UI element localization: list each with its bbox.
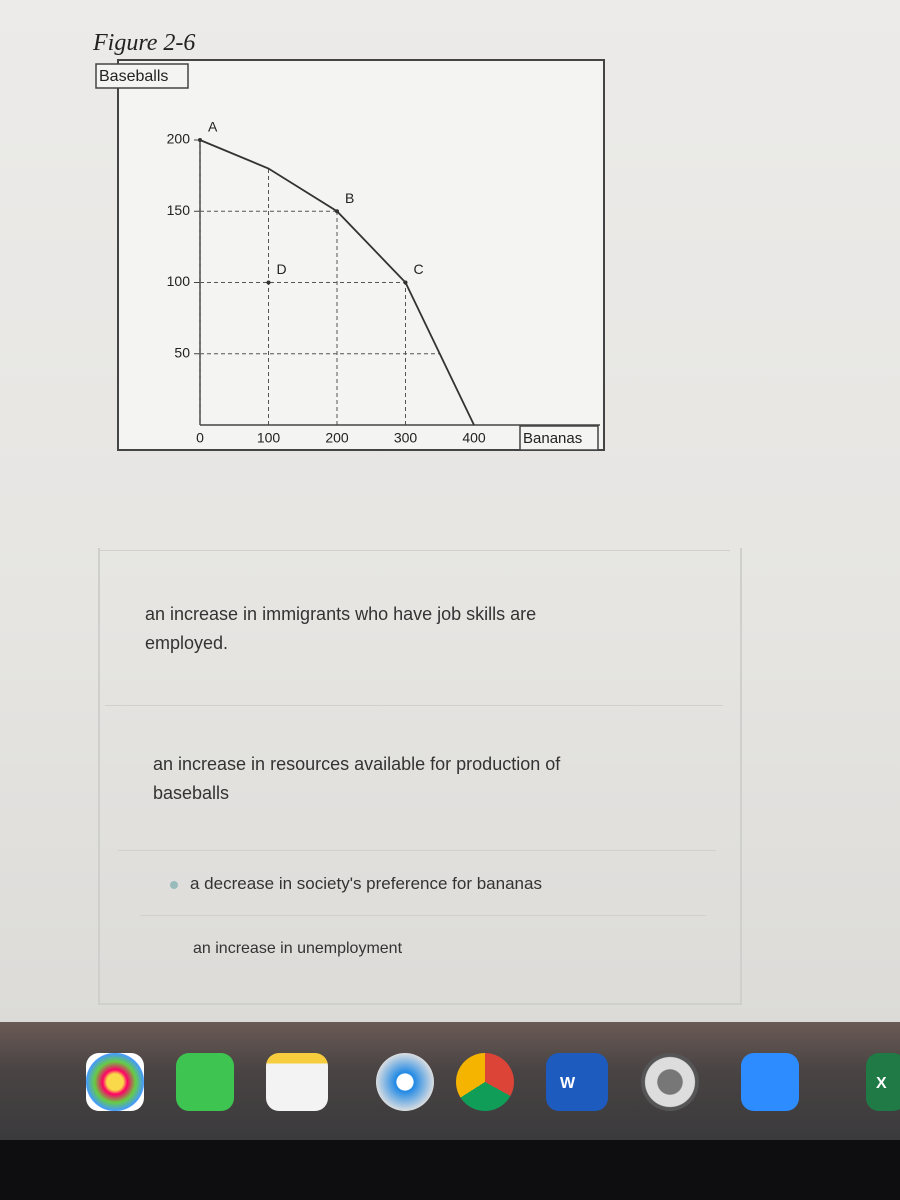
notes-icon[interactable]: [266, 1053, 328, 1111]
point: [403, 280, 408, 285]
separator: [118, 850, 716, 851]
excel-icon[interactable]: [866, 1053, 900, 1111]
y-label-box: [95, 63, 189, 89]
y-tick-label: 50: [174, 344, 190, 360]
selected-radio[interactable]: [170, 881, 178, 889]
x-tick-label: 200: [325, 430, 349, 446]
point-label: A: [208, 119, 218, 135]
x-tick-label: 400: [462, 430, 486, 446]
separator: [105, 705, 723, 706]
y-tick-label: 200: [167, 131, 191, 147]
y-tick-label: 150: [167, 202, 191, 218]
question-box: [98, 548, 742, 1005]
facetime-icon[interactable]: [176, 1053, 234, 1111]
option-text[interactable]: an increase in immigrants who have job s…: [145, 604, 537, 653]
word-icon[interactable]: [546, 1053, 608, 1111]
x-tick-label: 0: [196, 430, 204, 446]
point: [198, 138, 202, 142]
photos-icon[interactable]: [86, 1053, 144, 1111]
x-axis-label: Bananas: [523, 430, 582, 447]
x-tick-label: 300: [394, 430, 418, 446]
y-tick-label: 100: [167, 273, 191, 289]
settings-icon[interactable]: [641, 1053, 699, 1111]
excel-label: X: [876, 1075, 887, 1092]
word-label: W: [560, 1075, 576, 1092]
y-axis-label: Baseballs: [99, 68, 168, 85]
point-label: D: [277, 261, 287, 277]
separator: [98, 550, 730, 551]
separator: [140, 915, 706, 916]
point: [335, 209, 339, 214]
chrome-icon[interactable]: [456, 1053, 514, 1111]
x-label-box: [519, 425, 599, 451]
option-text[interactable]: an increase in resources available for p…: [153, 754, 561, 803]
zoom-icon[interactable]: [741, 1053, 799, 1111]
point-label: C: [414, 261, 424, 277]
point-label: B: [345, 190, 354, 206]
chart: Baseballs Bananas 50 100 150 200 0 100 200 300 4…: [95, 59, 605, 451]
figure-title: Figure 2-6: [93, 30, 196, 56]
x-tick-label: 100: [257, 430, 281, 446]
chart-frame: [117, 59, 605, 451]
option-text[interactable]: an increase in unemployment: [193, 940, 403, 957]
safari-icon[interactable]: [376, 1053, 434, 1111]
option-text[interactable]: a decrease in society's preference for b…: [190, 874, 542, 893]
point: [266, 280, 271, 285]
bezel: [0, 1140, 900, 1200]
